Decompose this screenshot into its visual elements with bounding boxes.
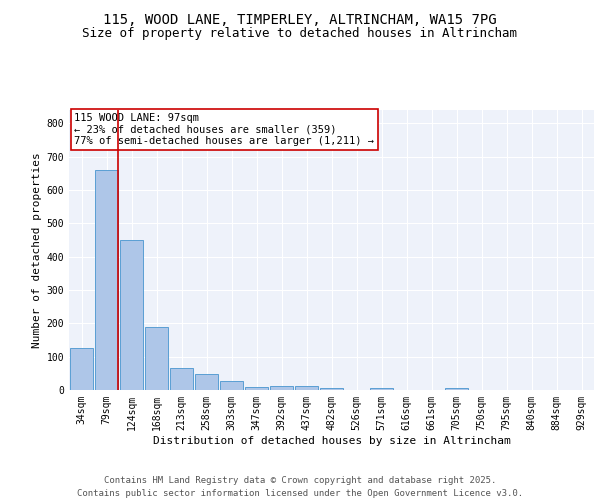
- X-axis label: Distribution of detached houses by size in Altrincham: Distribution of detached houses by size …: [152, 436, 511, 446]
- Bar: [70, 348, 94, 390]
- Bar: [245, 386, 268, 390]
- Bar: [445, 388, 469, 390]
- Bar: [145, 326, 169, 390]
- Bar: [170, 368, 193, 390]
- Bar: [269, 386, 293, 390]
- Bar: [320, 388, 343, 390]
- Text: Contains HM Land Registry data © Crown copyright and database right 2025.
Contai: Contains HM Land Registry data © Crown c…: [77, 476, 523, 498]
- Text: 115 WOOD LANE: 97sqm
← 23% of detached houses are smaller (359)
77% of semi-deta: 115 WOOD LANE: 97sqm ← 23% of detached h…: [74, 113, 374, 146]
- Bar: [295, 386, 319, 390]
- Bar: [194, 374, 218, 390]
- Y-axis label: Number of detached properties: Number of detached properties: [32, 152, 43, 348]
- Text: Size of property relative to detached houses in Altrincham: Size of property relative to detached ho…: [83, 28, 517, 40]
- Bar: [370, 388, 394, 390]
- Bar: [119, 240, 143, 390]
- Bar: [95, 170, 118, 390]
- Text: 115, WOOD LANE, TIMPERLEY, ALTRINCHAM, WA15 7PG: 115, WOOD LANE, TIMPERLEY, ALTRINCHAM, W…: [103, 12, 497, 26]
- Bar: [220, 380, 244, 390]
